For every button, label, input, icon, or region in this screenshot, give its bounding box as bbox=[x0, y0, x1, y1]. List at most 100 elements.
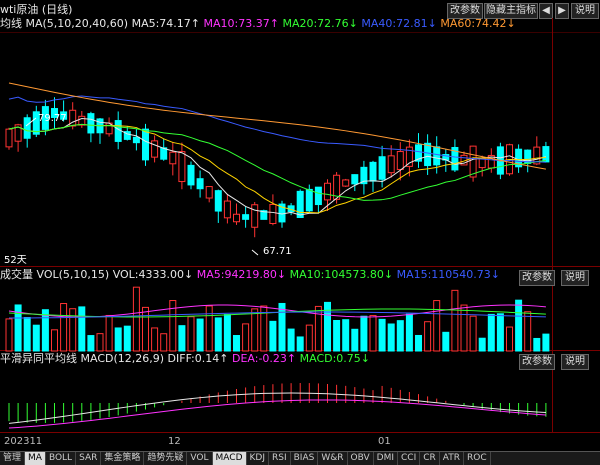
candle-body bbox=[242, 214, 250, 220]
candle-body bbox=[378, 156, 386, 180]
volume-bar bbox=[524, 311, 532, 352]
tab-obv[interactable]: OBV bbox=[348, 452, 374, 465]
macd-change-params-button[interactable]: 改参数 bbox=[519, 354, 555, 370]
candle-body bbox=[405, 146, 413, 167]
candle-body bbox=[123, 131, 131, 140]
tab-kdj[interactable]: KDJ bbox=[247, 452, 269, 465]
volume-bar bbox=[360, 315, 368, 352]
nav-right-button[interactable]: ▶ bbox=[555, 3, 569, 19]
candle-body bbox=[478, 157, 486, 169]
macd-help-button[interactable]: 说明 bbox=[561, 354, 589, 370]
volume-bar bbox=[424, 321, 432, 352]
macd-dea: DEA:-0.23↑ bbox=[231, 352, 297, 365]
nav-left-button[interactable]: ◀ bbox=[539, 3, 553, 19]
volume-bar bbox=[214, 317, 222, 352]
vol-change-params-button[interactable]: 改参数 bbox=[519, 270, 555, 286]
macd-legend: 平滑异同平均线 MACD(12,26,9) DIFF:0.14↑ DEA:-0.… bbox=[0, 351, 370, 367]
low-marker bbox=[251, 249, 259, 256]
volume-bar bbox=[23, 317, 31, 352]
candle-body bbox=[114, 120, 122, 142]
volume-bar bbox=[342, 319, 350, 352]
ma40-line bbox=[8, 95, 546, 163]
tab-bias[interactable]: BIAS bbox=[291, 452, 319, 465]
volume-bar bbox=[114, 327, 122, 352]
volume-bar bbox=[487, 313, 495, 352]
ma60-line bbox=[8, 82, 546, 170]
volume-bar bbox=[287, 328, 295, 352]
high-price-label: 79.77 bbox=[38, 113, 67, 124]
volume-bar bbox=[351, 328, 359, 352]
candle-body bbox=[387, 155, 395, 174]
volume-bar bbox=[233, 335, 240, 352]
candle-body bbox=[533, 146, 541, 165]
tab-manage[interactable]: 管理 bbox=[0, 452, 26, 465]
candle-body bbox=[151, 140, 159, 158]
tab-cr[interactable]: CR bbox=[420, 452, 440, 465]
tab-wr[interactable]: W&R bbox=[318, 452, 348, 465]
low-price-label: 67.71 bbox=[263, 246, 292, 257]
candle-body bbox=[41, 106, 49, 130]
tab-atr[interactable]: ATR bbox=[440, 452, 464, 465]
tab-vol[interactable]: VOL bbox=[187, 452, 213, 465]
change-params-button[interactable]: 改参数 bbox=[447, 3, 483, 19]
grid-line bbox=[0, 32, 600, 33]
candle-body bbox=[223, 200, 231, 219]
volume-bar bbox=[387, 323, 395, 352]
tab-boll[interactable]: BOLL bbox=[46, 452, 77, 465]
help-button[interactable]: 说明 bbox=[571, 3, 599, 19]
volume-bar bbox=[14, 304, 22, 352]
tab-funding-strategy[interactable]: 集金策略 bbox=[101, 452, 145, 465]
candle-body bbox=[433, 146, 441, 166]
candle-body bbox=[260, 210, 268, 220]
window-title-row: wti原油 (日线) bbox=[0, 2, 72, 18]
volume-bar bbox=[415, 334, 422, 352]
macd-diff: DIFF:0.14↑ bbox=[167, 352, 229, 365]
volume-bar bbox=[396, 320, 404, 352]
tab-ma[interactable]: MA bbox=[25, 452, 46, 465]
volume-bar bbox=[305, 324, 313, 352]
tab-macd[interactable]: MACD bbox=[212, 452, 247, 465]
volume-bar bbox=[442, 331, 450, 352]
candle-body bbox=[269, 203, 277, 225]
vol-value: VOL:4333.00↓ bbox=[112, 268, 194, 281]
candle-body bbox=[205, 186, 213, 199]
volume-bar bbox=[60, 303, 68, 352]
candle-body bbox=[324, 182, 331, 201]
ma5-line bbox=[8, 118, 547, 216]
period-label: 52天 bbox=[4, 255, 27, 266]
volume-chart bbox=[5, 286, 550, 352]
candle-body bbox=[23, 117, 31, 139]
candle-body bbox=[305, 188, 313, 212]
candle-body bbox=[5, 128, 13, 148]
vol-ma15-line bbox=[8, 311, 546, 319]
ma-legend: 均线 MA(5,10,20,40,60) MA5:74.17↑ MA10:73.… bbox=[0, 16, 516, 32]
ma10-line bbox=[8, 123, 546, 214]
volume-bar bbox=[533, 337, 541, 352]
volume-bar bbox=[242, 323, 250, 352]
volume-bar bbox=[105, 314, 113, 352]
candle-body bbox=[351, 174, 359, 185]
indicator-tab-bar: 管理 MA BOLL SAR 集金策略 趋势先疑 VOL MACD KDJ RS… bbox=[0, 451, 600, 465]
hide-main-indicator-button[interactable]: 隐藏主指标 bbox=[484, 3, 538, 19]
tab-sar[interactable]: SAR bbox=[76, 452, 102, 465]
volume-bar bbox=[296, 336, 304, 352]
volume-bar bbox=[41, 309, 49, 352]
volume-bar bbox=[160, 333, 168, 352]
volume-bar bbox=[269, 320, 277, 352]
candle-body bbox=[369, 161, 377, 182]
volume-bar bbox=[196, 318, 204, 352]
candle-body bbox=[69, 109, 77, 127]
tab-roc[interactable]: ROC bbox=[464, 452, 491, 465]
candle-body bbox=[469, 145, 477, 178]
tab-trend[interactable]: 趋势先疑 bbox=[144, 452, 188, 465]
vol-help-button[interactable]: 说明 bbox=[561, 270, 589, 286]
candle-body bbox=[424, 142, 432, 167]
tab-cci[interactable]: CCI bbox=[398, 452, 421, 465]
macd-params: MACD(12,26,9) bbox=[80, 352, 165, 365]
vol-params: VOL(5,10,15) bbox=[36, 268, 110, 281]
tab-dmi[interactable]: DMI bbox=[374, 452, 398, 465]
ma-params: MA(5,10,20,40,60) bbox=[25, 17, 129, 30]
tab-rsi[interactable]: RSI bbox=[269, 452, 291, 465]
ma40-value: MA40:72.81↓ bbox=[361, 17, 437, 30]
candle-body bbox=[32, 111, 40, 135]
